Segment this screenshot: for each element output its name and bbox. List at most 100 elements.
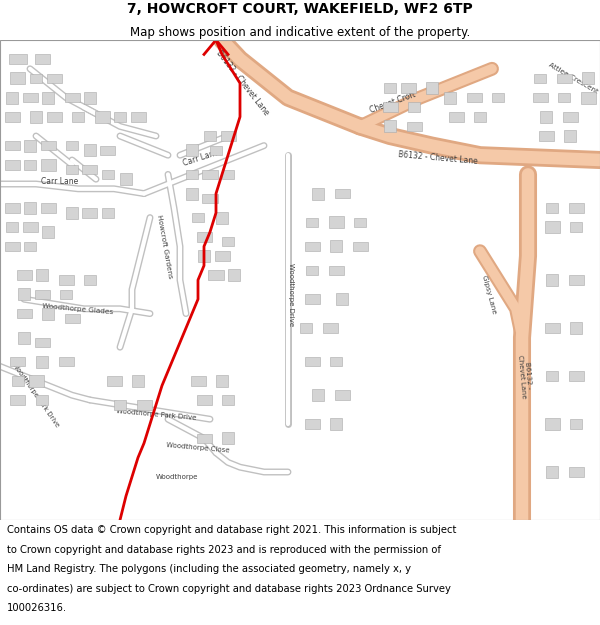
Text: Contains OS data © Crown copyright and database right 2021. This information is : Contains OS data © Crown copyright and d… bbox=[7, 525, 457, 535]
Bar bbox=[66, 165, 78, 174]
Bar bbox=[41, 203, 56, 212]
Bar bbox=[228, 269, 240, 281]
Bar bbox=[564, 130, 576, 142]
Bar bbox=[216, 375, 228, 387]
Bar bbox=[222, 395, 234, 405]
Bar bbox=[60, 289, 72, 299]
Bar bbox=[569, 275, 583, 285]
Text: Woodthorpe Drive: Woodthorpe Drive bbox=[288, 263, 294, 326]
Bar bbox=[30, 111, 42, 123]
Bar bbox=[24, 202, 36, 214]
Bar bbox=[66, 207, 78, 219]
Bar bbox=[444, 92, 456, 104]
Bar bbox=[545, 323, 560, 332]
Bar bbox=[47, 74, 62, 83]
Text: Attlee Crescent: Attlee Crescent bbox=[547, 62, 599, 95]
Text: Howcroft Gardens: Howcroft Gardens bbox=[157, 214, 173, 279]
Bar bbox=[72, 112, 84, 122]
Bar bbox=[204, 131, 216, 141]
Text: 100026316.: 100026316. bbox=[7, 603, 67, 613]
Bar bbox=[18, 288, 30, 301]
Text: Woodthorpe Park Drive: Woodthorpe Park Drive bbox=[11, 362, 61, 429]
Bar bbox=[131, 112, 146, 122]
Text: Map shows position and indicative extent of the property.: Map shows position and indicative extent… bbox=[130, 26, 470, 39]
Bar bbox=[114, 400, 126, 409]
Bar bbox=[5, 141, 19, 151]
Bar bbox=[59, 275, 74, 285]
Bar bbox=[329, 216, 344, 228]
Text: Woodthorpe Park Drive: Woodthorpe Park Drive bbox=[116, 408, 196, 421]
Bar bbox=[186, 188, 198, 199]
Bar bbox=[353, 242, 367, 251]
Text: Woodthorpe Close: Woodthorpe Close bbox=[166, 442, 230, 454]
Bar bbox=[546, 466, 558, 478]
Bar bbox=[84, 92, 96, 104]
Bar bbox=[383, 102, 398, 112]
Bar bbox=[95, 111, 110, 123]
Bar bbox=[492, 92, 504, 103]
Bar bbox=[42, 226, 54, 238]
Bar bbox=[570, 419, 582, 429]
Bar bbox=[545, 418, 560, 430]
Bar bbox=[330, 241, 342, 252]
Bar bbox=[192, 213, 204, 222]
Bar bbox=[202, 169, 218, 179]
Bar bbox=[222, 169, 234, 179]
Bar bbox=[24, 160, 36, 169]
Text: HM Land Registry. The polygons (including the associated geometry, namely x, y: HM Land Registry. The polygons (includin… bbox=[7, 564, 411, 574]
Text: Carr Lane: Carr Lane bbox=[41, 177, 79, 186]
Bar bbox=[215, 251, 229, 261]
Bar bbox=[100, 146, 115, 155]
Bar bbox=[407, 122, 421, 131]
Bar bbox=[36, 269, 48, 281]
Bar bbox=[84, 144, 96, 156]
Text: to Crown copyright and database rights 2023 and is reproduced with the permissio: to Crown copyright and database rights 2… bbox=[7, 544, 441, 554]
Bar bbox=[330, 357, 342, 366]
Bar bbox=[186, 169, 198, 179]
Bar bbox=[306, 266, 318, 275]
Bar bbox=[102, 169, 114, 179]
Bar bbox=[545, 221, 560, 233]
Bar bbox=[197, 434, 212, 443]
Bar bbox=[569, 468, 583, 477]
Bar bbox=[35, 338, 50, 348]
Bar bbox=[570, 322, 582, 334]
Bar bbox=[533, 92, 548, 103]
Bar bbox=[197, 232, 212, 242]
Bar bbox=[539, 131, 554, 141]
Bar bbox=[107, 376, 121, 386]
Bar bbox=[36, 395, 48, 405]
Bar bbox=[6, 92, 18, 104]
Bar bbox=[330, 418, 342, 430]
Bar bbox=[300, 323, 312, 332]
Bar bbox=[30, 74, 42, 83]
Bar bbox=[582, 72, 594, 84]
Bar bbox=[82, 165, 97, 174]
Bar bbox=[29, 375, 44, 387]
Bar bbox=[401, 83, 416, 92]
Bar bbox=[5, 160, 19, 169]
Bar bbox=[114, 112, 126, 122]
Bar bbox=[102, 208, 114, 217]
Bar bbox=[17, 271, 32, 280]
Bar bbox=[336, 293, 348, 305]
Bar bbox=[24, 139, 36, 152]
Bar bbox=[408, 102, 420, 112]
Bar bbox=[540, 111, 552, 123]
Text: Woodthorpe Glades: Woodthorpe Glades bbox=[43, 302, 113, 315]
Bar bbox=[569, 203, 583, 212]
Bar bbox=[335, 391, 349, 400]
Bar bbox=[191, 376, 205, 386]
Bar bbox=[12, 376, 24, 386]
Bar bbox=[66, 141, 78, 151]
Bar bbox=[467, 92, 482, 103]
Bar bbox=[35, 289, 50, 299]
Bar bbox=[137, 400, 151, 409]
Bar bbox=[5, 242, 19, 251]
Bar bbox=[9, 54, 27, 64]
Bar bbox=[42, 92, 54, 104]
Bar bbox=[35, 54, 50, 64]
Bar bbox=[569, 371, 583, 381]
Bar bbox=[10, 72, 25, 84]
Bar bbox=[335, 189, 349, 198]
